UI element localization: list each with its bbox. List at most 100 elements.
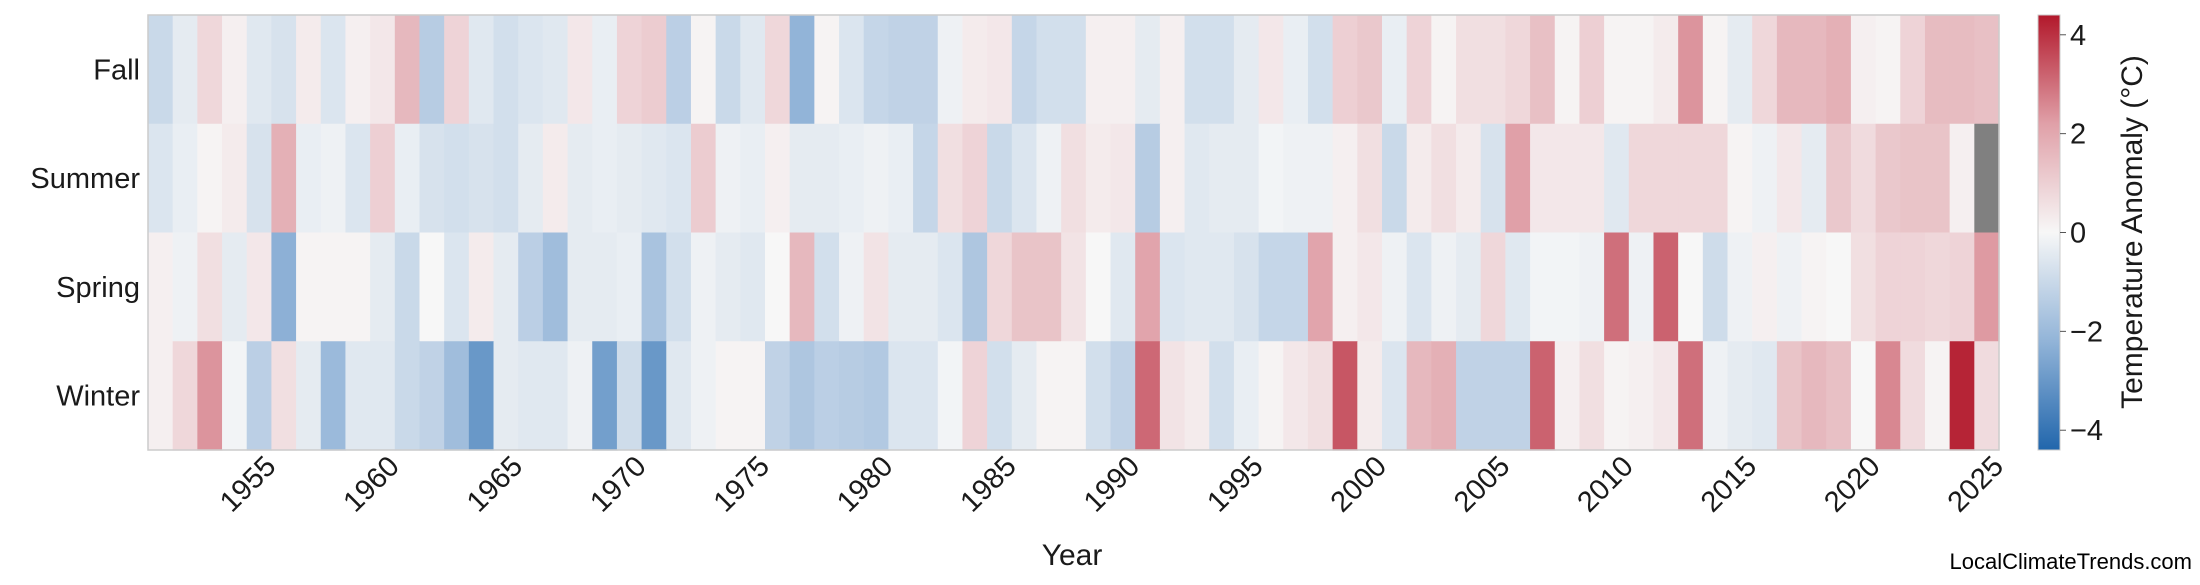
heatmap-cell <box>1209 123 1235 234</box>
heatmap-cell <box>863 232 889 342</box>
heatmap-cell <box>690 232 717 342</box>
heatmap-cell <box>1283 123 1309 234</box>
x-tick-label: 1970 <box>584 450 652 518</box>
heatmap-cell <box>1579 232 1605 342</box>
heatmap-cell <box>567 341 593 451</box>
x-tick-label: 1990 <box>1078 450 1146 518</box>
x-tick-label: 1975 <box>708 450 776 518</box>
heatmap-cell <box>493 15 519 125</box>
heatmap-cell <box>419 123 445 234</box>
heatmap-cell <box>172 123 198 234</box>
heatmap-cell <box>641 15 667 125</box>
heatmap-cell <box>1209 341 1235 451</box>
heatmap-cell <box>1949 15 1975 125</box>
heatmap-cell <box>740 123 766 234</box>
heatmap-cell <box>320 15 347 125</box>
heatmap-cell <box>1011 341 1038 451</box>
heatmap-cell <box>592 341 618 451</box>
heatmap-cell <box>1431 232 1457 342</box>
heatmap-cell <box>1382 123 1408 234</box>
heatmap-cell <box>1480 15 1506 125</box>
x-tick-label: 1985 <box>955 450 1023 518</box>
heatmap-cell <box>937 15 964 125</box>
heatmap-cell <box>715 232 741 342</box>
heatmap-cell <box>1678 232 1704 342</box>
heatmap-cell <box>444 15 470 125</box>
heatmap-cell <box>789 123 815 234</box>
heatmap-cell <box>567 123 593 234</box>
heatmap-cell <box>320 232 347 342</box>
heatmap-cell <box>1085 123 1112 234</box>
heatmap-cell <box>1159 123 1186 234</box>
heatmap-cell <box>1110 341 1136 451</box>
heatmap-cell <box>1801 15 1827 125</box>
heatmap-cell <box>1752 15 1778 125</box>
heatmap-cell <box>641 123 667 234</box>
heatmap-cell <box>197 123 223 234</box>
heatmap-cell <box>1283 341 1309 451</box>
heatmap-cell <box>1085 15 1112 125</box>
heatmap-cell <box>296 123 322 234</box>
heatmap-cell <box>740 341 766 451</box>
heatmap-cell <box>888 15 914 125</box>
colorbar-tick-label: −4 <box>2070 415 2103 447</box>
heatmap-cell <box>1776 232 1803 342</box>
heatmap-cell <box>197 15 223 125</box>
heatmap-cell <box>1357 232 1383 342</box>
heatmap-cell <box>1209 232 1235 342</box>
heatmap-cell <box>1826 123 1852 234</box>
heatmap-cell <box>839 123 865 234</box>
heatmap-cell <box>641 232 667 342</box>
heatmap-cell <box>814 232 840 342</box>
heatmap-cell <box>345 232 371 342</box>
heatmap-cell <box>1530 123 1556 234</box>
heatmap-cell <box>863 15 889 125</box>
heatmap-cell <box>1456 123 1482 234</box>
heatmap-cell <box>1505 232 1531 342</box>
heatmap-cell <box>1184 341 1210 451</box>
heatmap-cell <box>1949 232 1975 342</box>
heatmap-cell <box>1382 15 1408 125</box>
heatmap-cell <box>1159 232 1186 342</box>
heatmap-cell <box>172 341 198 451</box>
heatmap-cell <box>1702 15 1729 125</box>
heatmap-cell <box>715 15 741 125</box>
heatmap-cell <box>1332 123 1358 234</box>
x-tick-label: 2010 <box>1572 450 1640 518</box>
heatmap-cell <box>1061 341 1087 451</box>
heatmap-cell <box>1900 341 1926 451</box>
heatmap-cell <box>1554 341 1581 451</box>
heatmap-cell <box>690 341 717 451</box>
heatmap-cell <box>592 123 618 234</box>
heatmap-cell <box>1826 341 1852 451</box>
heatmap-cell <box>1382 232 1408 342</box>
heatmap-cell <box>962 232 988 342</box>
heatmap-cell <box>1135 341 1161 451</box>
heatmap-cell <box>1258 341 1284 451</box>
heatmap-cell <box>765 123 791 234</box>
row-label: Winter <box>56 381 140 413</box>
heatmap-cell <box>1307 341 1334 451</box>
heatmap-cell <box>518 123 544 234</box>
heatmap-cell <box>1480 123 1506 234</box>
heatmap-cell <box>1702 341 1729 451</box>
heatmap-cell <box>1110 15 1136 125</box>
row-labels: Fall Summer Spring Winter <box>30 54 140 412</box>
heatmap-cell <box>296 341 322 451</box>
x-tick-label: 2020 <box>1818 450 1886 518</box>
heatmap-cell <box>789 341 815 451</box>
heatmap-cells <box>148 15 2000 451</box>
heatmap-cell <box>1332 341 1358 451</box>
heatmap-cell <box>888 341 914 451</box>
heatmap-cell <box>246 341 272 451</box>
heatmap-cell <box>518 341 544 451</box>
heatmap-cell <box>765 341 791 451</box>
heatmap-cell <box>863 341 889 451</box>
heatmap-cell <box>542 15 569 125</box>
x-tick-label: 2005 <box>1448 450 1516 518</box>
heatmap-cell <box>1505 15 1531 125</box>
heatmap-cell <box>222 341 248 451</box>
heatmap-cell <box>542 232 569 342</box>
heatmap-cell <box>1974 341 2000 451</box>
heatmap-cell <box>1456 232 1482 342</box>
